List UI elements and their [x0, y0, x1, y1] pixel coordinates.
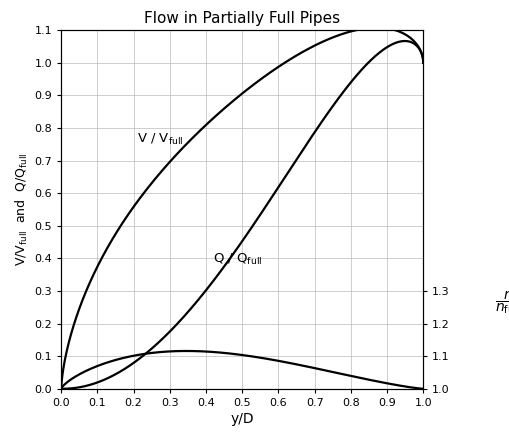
Text: V / V$_{\mathregular{full}}$: V / V$_{\mathregular{full}}$ — [137, 132, 183, 147]
Y-axis label: V/V$_{\mathregular{full}}$  and  Q/Q$_{\mathregular{full}}$: V/V$_{\mathregular{full}}$ and Q/Q$_{\ma… — [14, 153, 30, 266]
Title: Flow in Partially Full Pipes: Flow in Partially Full Pipes — [144, 11, 340, 26]
Text: Q / Q$_{\mathregular{full}}$: Q / Q$_{\mathregular{full}}$ — [213, 252, 262, 267]
Text: $\dfrac{n}{n_{\mathregular{full}}}$: $\dfrac{n}{n_{\mathregular{full}}}$ — [494, 289, 509, 316]
X-axis label: y/D: y/D — [230, 412, 253, 426]
